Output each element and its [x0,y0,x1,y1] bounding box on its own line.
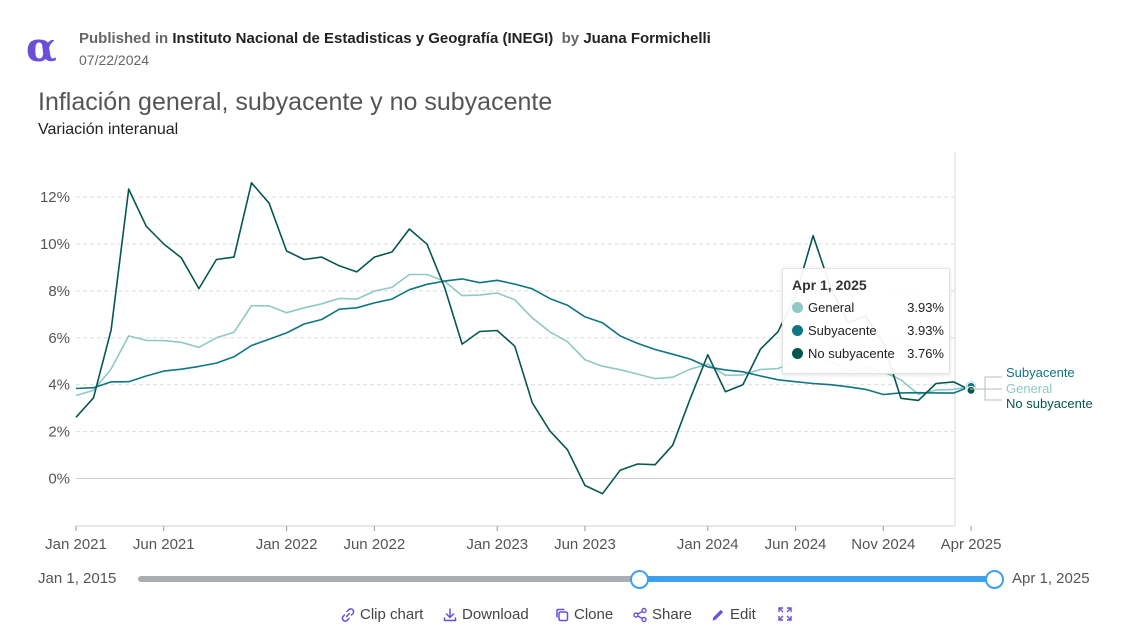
end-label-leader [970,376,1002,401]
share-button[interactable]: Share [632,606,692,623]
series-line-no-subyacente [75,182,972,495]
clip-chart-button[interactable]: Clip chart [340,606,423,623]
tooltip-dot-general [792,302,803,313]
chart-subtitle: Variación interanual [38,121,179,138]
x-tick-label: Nov 2024 [851,536,915,553]
timeline-selected-range[interactable] [638,576,994,582]
x-tick-label: Jan 2022 [256,536,318,553]
download-icon [443,607,457,621]
line-chart[interactable]: 0% 2% 4% 6% 8% 10% 12% Jan 2021 Jun 2021 Jan 2022… [0,140,1136,560]
publisher-link[interactable]: Instituto Nacional de Estadisticas y Geo… [172,30,554,47]
x-tick-label: Jun 2024 [765,536,827,553]
tooltip-row-subyacente: Subyacente 3.93% [792,322,944,340]
series-line-subyacente [75,278,972,396]
timeline-end-label: Apr 1, 2025 [1012,570,1090,587]
chart-title: Inflación general, subyacente y no subya… [38,88,553,116]
y-tick-label: 4% [48,377,70,394]
clone-label: Clone [574,606,614,623]
download-label: Download [462,606,529,623]
publication-info: Published in Instituto Nacional de Estad… [79,30,711,47]
x-tick-label: Jan 2021 [45,536,107,553]
chart-tooltip: Apr 1, 2025 General 3.93% Subyacente 3.9… [782,268,950,374]
y-tick-label: 10% [40,236,70,253]
y-tick-label: 8% [48,283,70,300]
pencil-icon [712,609,724,620]
tooltip-dot-subyacente [792,325,803,336]
clip-chart-label: Clip chart [360,606,424,623]
end-label-no-subyacente: No subyacente [1006,396,1093,411]
end-label-general: General [1006,381,1052,396]
published-label: Published in [79,30,169,47]
x-tick-label: Jan 2024 [677,536,739,553]
tooltip-name: General [808,300,855,315]
x-tick-label: Apr 2025 [941,536,1002,553]
timeline-track[interactable] [138,576,640,582]
tooltip-name: Subyacente [808,323,877,338]
share-label: Share [652,606,693,623]
tooltip-dot-no-subyacente [792,348,803,359]
tooltip-row-no-subyacente: No subyacente 3.76% [792,345,944,363]
tooltip-name: No subyacente [808,346,895,361]
end-point-no-subyacente [966,385,976,395]
x-tick-label: Jun 2023 [554,536,616,553]
tooltip-value: 3.93% [907,300,944,315]
x-tick-label: Jun 2022 [343,536,405,553]
tooltip-row-general: General 3.93% [792,299,944,317]
edit-button[interactable]: Edit [710,606,756,623]
edit-label: Edit [730,606,756,623]
by-label: by [561,30,580,47]
y-tick-label: 0% [48,471,70,488]
y-tick-label: 6% [48,330,70,347]
timeline-start-handle[interactable] [630,570,649,589]
y-tick-label: 12% [40,189,70,206]
tooltip-value: 3.76% [907,346,944,361]
end-label-subyacente: Subyacente [1006,365,1075,380]
timeline-end-handle[interactable] [985,570,1004,589]
fullscreen-icon [778,607,792,621]
author-link[interactable]: Juana Formichelli [583,30,711,47]
alpha-logo-icon[interactable]: α [26,24,57,71]
fullscreen-button[interactable] [777,606,797,622]
link-icon [341,607,355,622]
timeline-start-label: Jan 1, 2015 [38,570,117,587]
tooltip-title: Apr 1, 2025 [792,277,867,293]
download-button[interactable]: Download [442,606,529,623]
clone-button[interactable]: Clone [554,606,613,623]
x-tick-label: Jun 2021 [133,536,195,553]
publish-date: 07/22/2024 [79,52,150,68]
clone-icon [556,608,569,621]
x-tick-label: Jan 2023 [466,536,528,553]
share-icon [633,607,647,622]
tooltip-value: 3.93% [907,323,944,338]
y-tick-label: 2% [48,424,70,441]
